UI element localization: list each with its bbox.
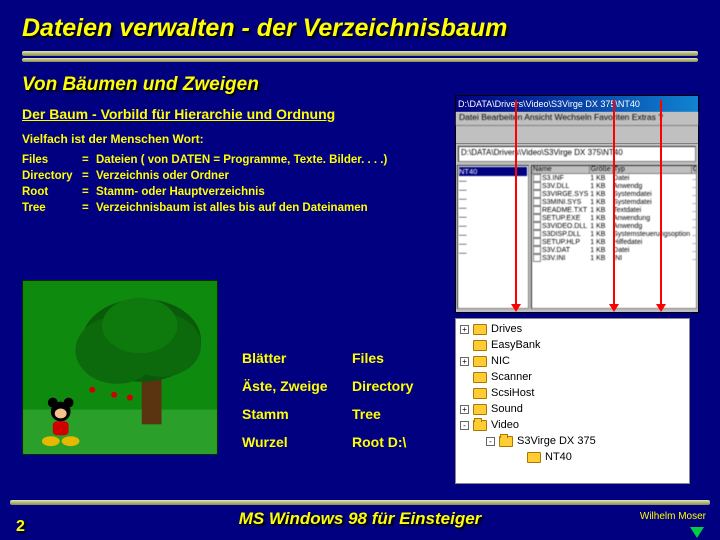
column-header: Typ xyxy=(612,166,691,174)
folder-icon xyxy=(473,404,487,415)
def-eq: = xyxy=(82,184,96,200)
map-en: Root D:\ xyxy=(352,434,442,450)
def-text: Verzeichnisbaum ist alles bis auf den Da… xyxy=(96,200,368,216)
column-header: Geändert xyxy=(691,166,697,174)
folder-tree-item: + Sound xyxy=(458,401,687,417)
folder-tree-item: ScsiHost xyxy=(458,385,687,401)
rule-top xyxy=(22,51,698,56)
folder-icon xyxy=(473,356,487,367)
folder-icon xyxy=(473,340,487,351)
def-term: Files xyxy=(22,152,82,168)
explorer-window: D:\DATA\Drivers\Video\S3Virge DX 375\NT4… xyxy=(455,95,699,313)
folder-tree-item: NT40 xyxy=(458,449,687,465)
folder-label: NIC xyxy=(491,355,510,367)
folder-label: Sound xyxy=(491,403,523,415)
expand-box[interactable]: + xyxy=(460,405,469,414)
def-term: Tree xyxy=(22,200,82,216)
def-text: Verzeichnis oder Ordner xyxy=(96,168,229,184)
expand-box[interactable]: + xyxy=(460,325,469,334)
def-text: Dateien ( von DATEN = Programme, Texte. … xyxy=(96,152,387,168)
folder-label: EasyBank xyxy=(491,339,541,351)
arrow-attr-col xyxy=(660,100,662,306)
page-number: 2 xyxy=(16,518,25,536)
map-de: Wurzel xyxy=(242,434,352,450)
folder-tree-item: - S3Virge DX 375 xyxy=(458,433,687,449)
expand-box[interactable]: - xyxy=(460,421,469,430)
folder-icon xyxy=(473,388,487,399)
folder-tree-item: + Drives xyxy=(458,321,687,337)
footer-rule xyxy=(10,500,710,505)
folder-icon xyxy=(473,324,487,335)
folder-tree-item: Scanner xyxy=(458,369,687,385)
folder-icon xyxy=(499,436,513,447)
folder-label: Drives xyxy=(491,323,522,335)
def-eq: = xyxy=(82,168,96,184)
expand-box[interactable]: - xyxy=(486,437,495,446)
folder-icon xyxy=(473,372,487,383)
def-term: Directory xyxy=(22,168,82,184)
column-header: Name xyxy=(532,166,589,174)
folder-tree-item: - Video xyxy=(458,417,687,433)
slide-title: Dateien verwalten - der Verzeichnisbaum xyxy=(22,14,698,43)
def-text: Stamm- oder Hauptverzeichnis xyxy=(96,184,265,200)
column-header: Größe xyxy=(589,166,612,174)
folder-label: Scanner xyxy=(491,371,532,383)
folder-icon xyxy=(527,452,541,463)
folder-label: Video xyxy=(491,419,519,431)
analogy-table: BlätterFilesÄste, ZweigeDirectoryStammTr… xyxy=(242,344,442,456)
map-de: Blätter xyxy=(242,350,352,366)
next-slide-button[interactable] xyxy=(690,527,704,538)
map-en: Directory xyxy=(352,378,442,394)
folder-icon xyxy=(473,420,487,431)
subtitle: Von Bäumen und Zweigen xyxy=(22,74,698,96)
explorer-left-pane: NT40————————— xyxy=(457,165,529,309)
arrow-name-col xyxy=(515,100,517,306)
def-term: Root xyxy=(22,184,82,200)
folder-label: NT40 xyxy=(545,451,572,463)
author: Wilhelm Moser xyxy=(640,511,706,522)
map-en: Files xyxy=(352,350,442,366)
def-eq: = xyxy=(82,200,96,216)
folder-tree: + Drives EasyBank + NIC Scanner ScsiHost + Sound… xyxy=(455,318,690,484)
folder-label: S3Virge DX 375 xyxy=(517,435,596,447)
rule-top-2 xyxy=(22,58,698,62)
folder-label: ScsiHost xyxy=(491,387,534,399)
map-en: Tree xyxy=(352,406,442,422)
folder-tree-item: EasyBank xyxy=(458,337,687,353)
folder-tree-item: + NIC xyxy=(458,353,687,369)
map-de: Äste, Zweige xyxy=(242,378,352,394)
footer-title: MS Windows 98 für Einsteiger xyxy=(0,509,720,529)
map-de: Stamm xyxy=(242,406,352,422)
def-eq: = xyxy=(82,152,96,168)
expand-box[interactable]: + xyxy=(460,357,469,366)
arrow-type-col xyxy=(613,100,615,306)
tree-illustration xyxy=(22,280,218,455)
